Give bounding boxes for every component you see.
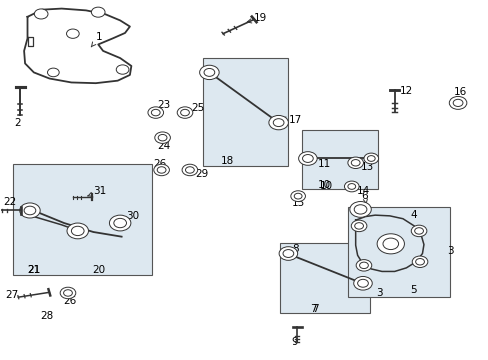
Circle shape: [116, 65, 129, 74]
Text: 2: 2: [14, 118, 21, 128]
Circle shape: [347, 184, 355, 189]
Text: 17: 17: [281, 115, 301, 125]
Circle shape: [199, 65, 219, 80]
Bar: [280, 243, 369, 313]
Circle shape: [414, 228, 423, 234]
Circle shape: [177, 107, 192, 118]
Circle shape: [353, 205, 366, 214]
Bar: [347, 207, 449, 297]
Circle shape: [66, 29, 79, 39]
Circle shape: [71, 226, 84, 235]
Text: 13: 13: [360, 162, 373, 172]
Circle shape: [60, 287, 76, 299]
Bar: [302, 130, 377, 189]
Circle shape: [283, 249, 293, 257]
Text: 10: 10: [317, 180, 330, 190]
Circle shape: [357, 279, 367, 287]
Circle shape: [355, 260, 371, 271]
Text: 5: 5: [409, 285, 416, 296]
Text: 7: 7: [310, 304, 316, 314]
Text: 8: 8: [292, 244, 298, 254]
Circle shape: [366, 156, 374, 161]
Text: 3: 3: [446, 246, 452, 256]
Text: 12: 12: [399, 86, 412, 96]
Text: 21: 21: [27, 265, 41, 275]
Circle shape: [350, 220, 366, 231]
Circle shape: [24, 206, 36, 215]
Circle shape: [411, 256, 427, 267]
Circle shape: [452, 99, 462, 107]
Text: 26: 26: [63, 296, 76, 306]
Text: 11: 11: [317, 159, 330, 169]
Circle shape: [359, 262, 367, 269]
Text: 4: 4: [409, 210, 416, 220]
Circle shape: [114, 219, 126, 228]
Circle shape: [20, 203, 40, 218]
Circle shape: [376, 234, 404, 254]
Text: 26: 26: [153, 158, 166, 168]
Circle shape: [350, 159, 359, 166]
Text: 14: 14: [356, 186, 369, 197]
Text: 20: 20: [92, 265, 105, 275]
Circle shape: [353, 276, 371, 290]
Circle shape: [349, 202, 370, 217]
Text: 19: 19: [247, 13, 267, 23]
Circle shape: [279, 247, 297, 260]
Circle shape: [448, 96, 466, 109]
Circle shape: [268, 116, 288, 130]
Text: 23: 23: [158, 100, 171, 111]
Text: 1: 1: [91, 32, 102, 47]
Circle shape: [91, 7, 105, 17]
Circle shape: [155, 132, 170, 143]
Circle shape: [67, 223, 88, 239]
Circle shape: [157, 167, 165, 173]
Text: 27: 27: [5, 291, 19, 301]
Circle shape: [154, 164, 169, 176]
Circle shape: [151, 109, 160, 116]
Text: 24: 24: [158, 140, 171, 150]
Circle shape: [148, 107, 163, 118]
Circle shape: [347, 157, 363, 168]
Circle shape: [185, 167, 194, 173]
Text: 22: 22: [3, 197, 17, 207]
Text: 31: 31: [88, 186, 106, 196]
Circle shape: [47, 68, 59, 77]
Bar: [203, 58, 288, 166]
Text: 28: 28: [41, 311, 54, 320]
Text: 3: 3: [375, 288, 382, 298]
Circle shape: [302, 154, 313, 162]
Circle shape: [63, 290, 72, 296]
Bar: [13, 164, 152, 275]
Circle shape: [410, 225, 426, 237]
Circle shape: [109, 215, 131, 231]
Text: 6: 6: [361, 192, 367, 204]
Circle shape: [203, 68, 214, 76]
Circle shape: [415, 258, 424, 265]
Circle shape: [344, 181, 358, 192]
Circle shape: [180, 109, 189, 116]
Text: 30: 30: [122, 211, 140, 222]
Circle shape: [298, 152, 317, 165]
Text: 16: 16: [453, 87, 467, 97]
Text: 10: 10: [320, 181, 332, 191]
Circle shape: [273, 119, 284, 127]
Text: 9: 9: [291, 337, 297, 347]
Text: 29: 29: [194, 168, 207, 179]
Circle shape: [290, 191, 305, 202]
Circle shape: [294, 193, 302, 199]
Circle shape: [363, 153, 378, 164]
Text: 25: 25: [190, 103, 203, 113]
Text: 15: 15: [292, 198, 305, 208]
Text: 7: 7: [311, 304, 318, 314]
Text: 21: 21: [27, 265, 41, 275]
Circle shape: [158, 134, 166, 141]
Circle shape: [354, 223, 363, 229]
Circle shape: [382, 238, 398, 249]
Circle shape: [182, 164, 197, 176]
Text: 18: 18: [221, 156, 234, 166]
Circle shape: [34, 9, 48, 19]
